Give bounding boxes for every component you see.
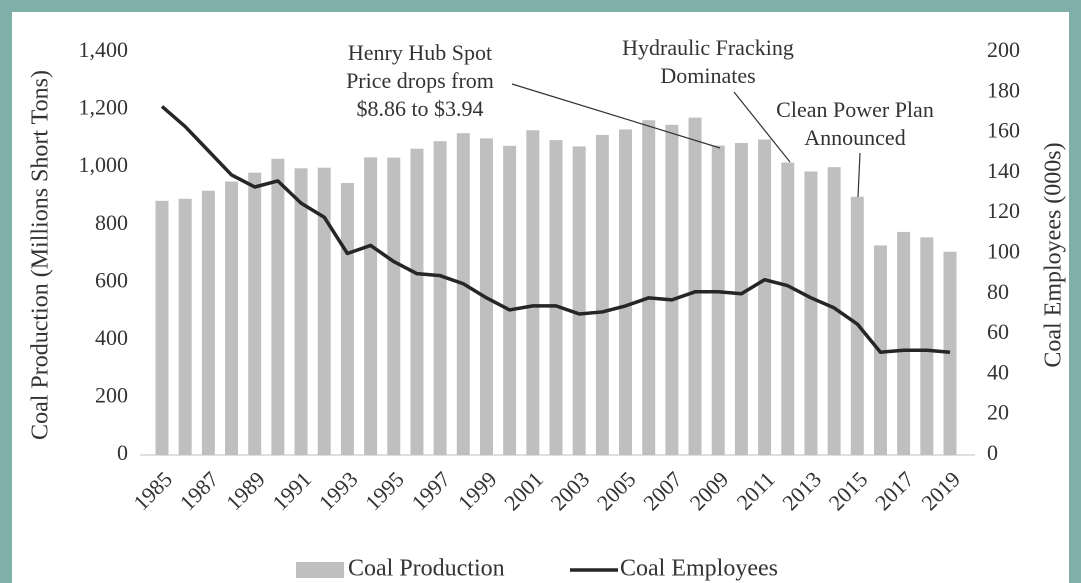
bar <box>317 167 331 455</box>
annotation: $8.86 to $3.94 <box>356 96 483 121</box>
bar <box>201 190 215 456</box>
bar <box>572 146 586 455</box>
bar <box>804 171 818 456</box>
y-axis-label: Coal Production (Millions Short Tons) <box>28 70 54 440</box>
bar <box>248 172 262 456</box>
bar <box>711 145 725 455</box>
bar <box>619 129 633 455</box>
bar <box>549 140 563 455</box>
y2-axis-label: Coal Employees (000s) <box>1041 142 1067 367</box>
annotation: Dominates <box>660 63 755 88</box>
y2-tick-label: 160 <box>987 118 1020 143</box>
annotation: Henry Hub Spot <box>348 40 492 65</box>
bar <box>827 167 841 455</box>
y-tick-label: 600 <box>95 267 128 292</box>
bar <box>456 133 470 455</box>
bar <box>595 134 609 455</box>
bar <box>688 117 702 455</box>
y-tick-label: 1,000 <box>79 152 129 177</box>
annotation: Hydraulic Fracking <box>622 35 794 60</box>
bar <box>433 141 447 455</box>
bar <box>503 145 517 455</box>
bar <box>665 124 679 456</box>
y-tick-label: 1,400 <box>79 37 129 62</box>
bar <box>340 182 354 455</box>
bar <box>734 142 748 455</box>
annotation: Announced <box>804 125 905 150</box>
y2-tick-label: 40 <box>987 359 1009 384</box>
bar <box>410 148 424 455</box>
annotation-line <box>857 152 861 198</box>
bar <box>271 158 285 456</box>
bar <box>943 251 957 455</box>
y-tick-label: 200 <box>95 382 128 407</box>
bar <box>225 181 239 456</box>
bar <box>642 120 656 456</box>
annotation-line <box>733 91 791 163</box>
y2-tick-label: 20 <box>987 400 1009 425</box>
bar <box>387 157 401 456</box>
y2-tick-label: 120 <box>987 198 1020 223</box>
bar <box>294 168 308 455</box>
legend-label: Coal Employees <box>620 556 778 582</box>
bar <box>920 237 934 455</box>
bar <box>178 198 192 456</box>
bar <box>758 139 772 455</box>
y-tick-label: 0 <box>117 440 128 465</box>
y2-tick-label: 140 <box>987 158 1020 183</box>
bar <box>781 162 795 455</box>
annotation: Clean Power Plan <box>776 97 934 122</box>
y2-tick-label: 100 <box>987 239 1020 264</box>
annotation-line <box>511 83 721 149</box>
y-tick-label: 400 <box>95 325 128 350</box>
bar <box>897 231 911 455</box>
legend-swatch <box>296 562 344 578</box>
y-tick-label: 800 <box>95 210 128 235</box>
y2-tick-label: 200 <box>987 37 1020 62</box>
y2-tick-label: 60 <box>987 319 1009 344</box>
legend-label: Coal Production <box>348 556 505 582</box>
annotation: Price drops from <box>346 68 494 93</box>
y2-tick-label: 0 <box>987 440 998 465</box>
line <box>160 105 951 354</box>
y-tick-label: 1,200 <box>79 95 129 120</box>
bar <box>155 200 169 455</box>
y2-tick-label: 180 <box>987 77 1020 102</box>
y2-tick-label: 80 <box>987 279 1009 304</box>
bar <box>526 130 540 455</box>
bar <box>364 157 378 455</box>
